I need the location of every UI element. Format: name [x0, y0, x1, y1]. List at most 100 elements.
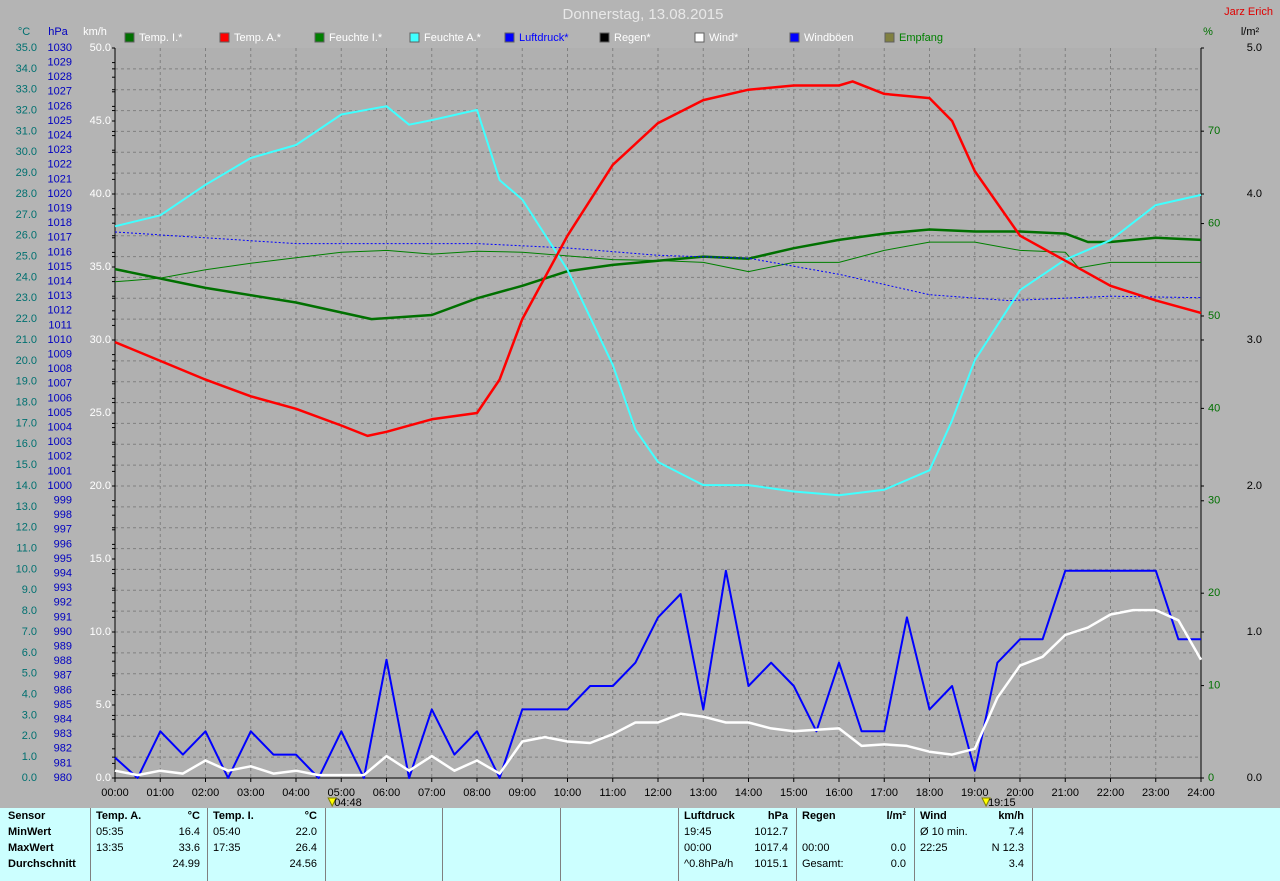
y-tick-label: 996 [54, 538, 72, 550]
y-tick-label: 24.0 [16, 271, 37, 283]
y-tick-label: 991 [54, 611, 72, 623]
x-tick-label: 19:00 [961, 787, 989, 799]
y-tick-label: 1011 [48, 319, 72, 331]
y-tick-label: 9.0 [22, 584, 37, 596]
legend-swatch [124, 32, 135, 43]
y-tick-label: 1030 [48, 42, 72, 54]
stat-label: 00:00 [802, 842, 830, 854]
y-tick-label: 0.0 [96, 772, 111, 784]
sun-marker [327, 797, 338, 808]
y-tick-label: 1029 [48, 57, 72, 69]
legend-swatch [219, 32, 230, 43]
y-tick-label: 5.0 [96, 699, 111, 711]
y-tick-label: 60 [1208, 217, 1220, 229]
y-tick-label: 1021 [48, 173, 72, 185]
y-tick-label: 0 [1208, 772, 1214, 784]
column-unit: hPa [767, 810, 788, 822]
x-tick-label: 09:00 [508, 787, 536, 799]
y-tick-label: 1007 [48, 378, 72, 390]
column-title: Temp. A. [96, 810, 142, 822]
sun-marker-label: 04:48 [334, 797, 362, 808]
series-line [114, 228, 1202, 321]
y-tick-label: 50 [1208, 310, 1220, 322]
stat-value: 16.4 [178, 826, 200, 838]
y-tick-label: 20.0 [90, 480, 111, 492]
y-tick-label: 1004 [48, 422, 72, 434]
legend-label: Feuchte A.* [424, 32, 482, 44]
legend-label: Empfang [899, 32, 943, 44]
x-tick-label: 07:00 [418, 787, 446, 799]
y-tick-label: 34.0 [16, 63, 37, 75]
column-separator [1032, 808, 1033, 881]
y-tick-label: 2.0 [1247, 480, 1262, 492]
stat-value: 7.4 [1008, 826, 1024, 838]
y-tick-label: 20.0 [16, 355, 37, 367]
y-tick-label: 0.0 [1247, 772, 1262, 784]
column-title: Temp. I. [213, 810, 254, 822]
column-unit: l/m² [886, 810, 906, 822]
y-tick-label: 40 [1208, 402, 1220, 414]
stat-value: 24.56 [289, 858, 317, 870]
legend-swatch [314, 32, 325, 43]
y-tick-label: 33.0 [16, 84, 37, 96]
y-tick-label: 1026 [48, 100, 72, 112]
series-line [114, 241, 1201, 283]
x-tick-label: 11:00 [599, 787, 626, 799]
series-line [114, 569, 1201, 779]
x-tick-label: 06:00 [373, 787, 401, 799]
y-tick-label: 1010 [48, 334, 72, 346]
y-tick-label: 27.0 [16, 209, 37, 221]
legend-label: Wind* [709, 32, 739, 44]
y-tick-label: 1016 [48, 246, 72, 258]
y-tick-label: 5.0 [22, 668, 37, 680]
x-tick-label: 05:00 [327, 787, 355, 799]
x-tick-label: 23:00 [1142, 787, 1170, 799]
column-title: Wind [920, 810, 947, 822]
y-tick-label: 26.0 [16, 230, 37, 242]
x-tick-label: 14:00 [735, 787, 763, 799]
y-tick-label: 985 [54, 699, 72, 711]
y-tick-label: 4.0 [1247, 188, 1262, 200]
y-tick-label: 2.0 [22, 730, 37, 742]
x-tick-label: 16:00 [825, 787, 853, 799]
y-tick-label: 10.0 [16, 563, 37, 575]
y-tick-label: 1008 [48, 363, 72, 375]
y-tick-label: 30.0 [90, 334, 111, 346]
stat-label: 13:35 [96, 842, 124, 854]
y-tick-label: 992 [54, 597, 72, 609]
axis-unit: hPa [48, 26, 68, 38]
stat-value: 0.0 [890, 842, 906, 854]
legend-swatch [884, 32, 895, 43]
x-tick-label: 10:00 [554, 787, 582, 799]
y-tick-label: 31.0 [16, 125, 37, 137]
y-tick-label: 3.0 [1247, 334, 1262, 346]
y-tick-label: 6.0 [22, 647, 37, 659]
y-tick-label: 1001 [48, 465, 72, 477]
y-tick-label: 18.0 [16, 396, 37, 408]
column-unit: °C [187, 810, 200, 822]
y-tick-label: 35.0 [90, 261, 111, 273]
x-tick-label: 01:00 [146, 787, 174, 799]
y-tick-label: 1027 [48, 86, 72, 98]
y-tick-label: 990 [54, 626, 72, 638]
y-tick-label: 1.0 [22, 751, 37, 763]
y-tick-label: 997 [54, 524, 72, 536]
y-tick-label: 988 [54, 655, 72, 667]
y-tick-label: 40.0 [90, 188, 111, 200]
y-tick-label: 1003 [48, 436, 72, 448]
column-separator [442, 808, 443, 881]
legend-label: Luftdruck* [519, 32, 569, 44]
y-tick-label: 1002 [48, 451, 72, 463]
legend-swatch [504, 32, 515, 43]
y-tick-label: 1.0 [1247, 626, 1262, 638]
y-tick-label: 13.0 [16, 501, 37, 513]
y-tick-label: 22.0 [16, 313, 37, 325]
y-tick-label: 5.0 [1247, 42, 1262, 54]
y-tick-label: 1012 [48, 305, 72, 317]
chart: Donnerstag, 13.08.2015 Jarz Erich 00:00 0… [16, 6, 1273, 808]
y-tick-label: 983 [54, 728, 72, 740]
row-label: Sensor [8, 810, 46, 822]
x-tick-label: 20:00 [1006, 787, 1034, 799]
stat-value: 26.4 [295, 842, 317, 854]
